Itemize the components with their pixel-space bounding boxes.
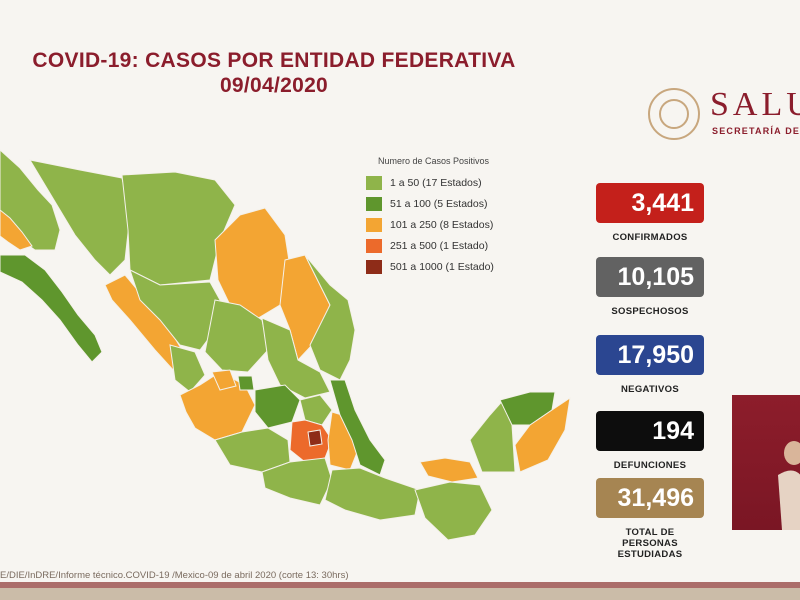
stat-value-box: 3,441 (596, 183, 704, 223)
stat-value-box: 10,105 (596, 257, 704, 297)
state-veracruz (329, 379, 386, 476)
page-title: COVID-19: CASOS POR ENTIDAD FEDERATIVA 0… (0, 48, 548, 98)
legend-swatch (366, 239, 382, 253)
stat-label: SOSPECHOSOS (611, 306, 689, 317)
legend-swatch (366, 218, 382, 232)
state-tamaulipas (304, 254, 356, 381)
stat-value: 194 (652, 416, 694, 445)
title-line-2: 09/04/2020 (219, 74, 329, 97)
legend-item: 101 a 250 (8 Estados) (366, 217, 494, 233)
legend-swatch (366, 197, 382, 211)
stat-sospechosos: 10,105 SOSPECHOSOS (596, 257, 704, 318)
state-jalisco (179, 371, 256, 441)
legend-item: 1 a 50 (17 Estados) (366, 175, 494, 191)
source-footnote: E/DIE/InDRE/Informe técnico.COVID-19 /Me… (0, 570, 349, 581)
stat-value-box: 17,950 (596, 335, 704, 375)
state-michoacan (214, 427, 291, 473)
stat-label: CONFIRMADOS (612, 232, 688, 243)
legend-item: 251 a 500 (1 Estado) (366, 238, 494, 254)
state-oaxaca (324, 467, 421, 521)
state-chiapas (414, 481, 493, 541)
state-aguascalientes (211, 369, 237, 391)
legend-label: 251 a 500 (1 Estado) (390, 240, 489, 252)
state-quintana-roo (514, 396, 571, 473)
stat-value: 3,441 (631, 188, 694, 217)
legend-label: 51 a 100 (5 Estados) (390, 198, 488, 210)
title-line-1: COVID-19: CASOS POR ENTIDAD FEDERATIVA (32, 49, 516, 72)
stat-negativos: 17,950 NEGATIVOS (596, 335, 704, 396)
stat-label-line: PERSONAS (622, 538, 678, 549)
stat-value-box: 31,496 (596, 478, 704, 518)
stat-label-line: TOTAL DE (625, 527, 675, 538)
legend-label: 101 a 250 (8 Estados) (390, 219, 494, 231)
presenter-video-panel (732, 395, 800, 530)
stat-value: 17,950 (617, 340, 694, 369)
stat-label: DEFUNCIONES (613, 460, 687, 471)
legend-title: Numero de Casos Positivos (378, 156, 490, 166)
map-legend: Numero de Casos Positivos 1 a 50 (17 Est… (366, 156, 494, 280)
legend-swatch (366, 176, 382, 190)
legend-item: 51 a 100 (5 Estados) (366, 196, 494, 212)
logo-subtitle: SECRETARÍA DE SA (712, 126, 800, 136)
state-hidalgo (299, 394, 333, 426)
state-nayarit (169, 344, 206, 393)
state-baja-california-orange (0, 209, 33, 251)
stat-label: TOTAL DE PERSONAS ESTUDIADAS (596, 527, 704, 560)
state-san-luis-potosi (261, 317, 331, 399)
presenter-figure-icon (778, 441, 800, 530)
state-tabasco (419, 457, 479, 483)
state-baja-california-sur (0, 254, 103, 363)
bottom-strip (0, 582, 800, 600)
stat-value: 10,105 (617, 262, 694, 291)
stat-value-box: 194 (596, 411, 704, 451)
legend-item: 501 a 1000 (1 Estado) (366, 259, 494, 275)
stat-defunciones: 194 DEFUNCIONES (596, 411, 704, 472)
legend-label: 1 a 50 (17 Estados) (390, 177, 482, 189)
stat-total-estudiadas: 31,496 TOTAL DE PERSONAS ESTUDIADAS (596, 478, 704, 560)
stat-value: 31,496 (617, 483, 694, 512)
stat-confirmados: 3,441 CONFIRMADOS (596, 183, 704, 244)
state-queretaro (237, 375, 255, 391)
stat-label-line: ESTUDIADAS (617, 549, 683, 560)
legend-swatch (366, 260, 382, 274)
eagle-seal-icon (648, 88, 700, 140)
logo-wordmark: SALU (710, 86, 800, 123)
stat-label: NEGATIVOS (621, 384, 679, 395)
legend-label: 501 a 1000 (1 Estado) (390, 261, 494, 273)
state-chihuahua (121, 171, 236, 286)
state-ciudad-de-mexico (307, 429, 323, 447)
state-sonora (28, 159, 131, 276)
state-guerrero (261, 457, 333, 506)
state-zacatecas (204, 299, 269, 373)
